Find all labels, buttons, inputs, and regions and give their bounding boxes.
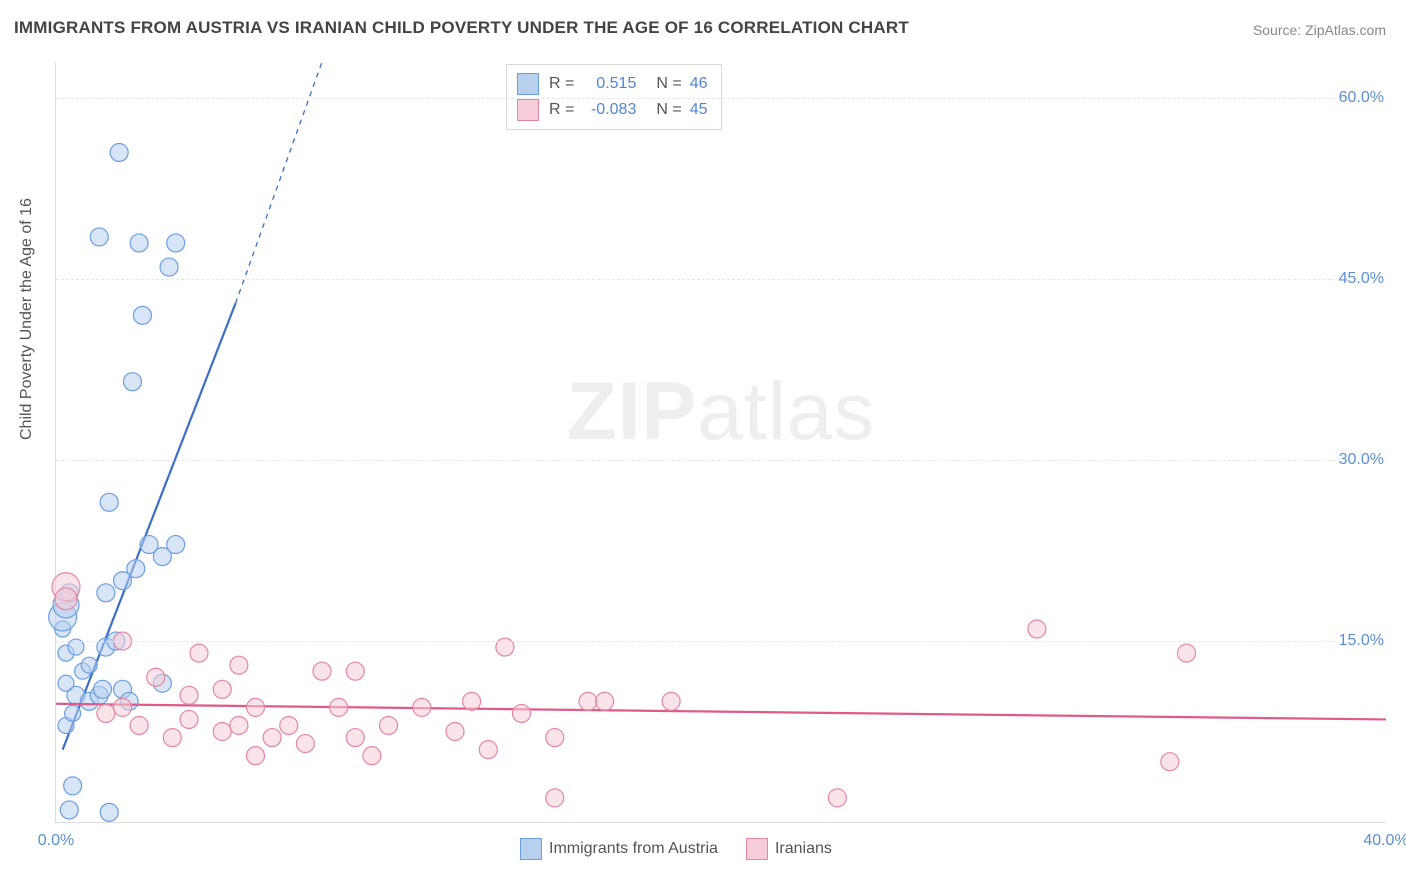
plot-svg xyxy=(56,62,1386,822)
gridline xyxy=(56,460,1386,461)
data-point-series2 xyxy=(346,662,364,680)
series-legend: Immigrants from Austria Iranians xyxy=(520,838,832,860)
data-point-series2 xyxy=(130,716,148,734)
data-point-series2 xyxy=(1178,644,1196,662)
legend-label-2: Iranians xyxy=(775,840,832,858)
data-point-series2 xyxy=(180,686,198,704)
data-point-series2 xyxy=(230,656,248,674)
y-tick-label: 15.0% xyxy=(1335,632,1388,650)
data-point-series2 xyxy=(446,723,464,741)
data-point-series1 xyxy=(167,536,185,554)
data-point-series2 xyxy=(380,716,398,734)
legend-label-1: Immigrants from Austria xyxy=(549,840,718,858)
data-point-series1 xyxy=(90,228,108,246)
data-point-series1 xyxy=(81,657,97,673)
legend-swatch-1 xyxy=(520,838,542,860)
data-point-series1 xyxy=(133,306,151,324)
data-point-series2 xyxy=(213,723,231,741)
y-axis-title: Child Poverty Under the Age of 16 xyxy=(18,198,36,440)
y-tick-label: 45.0% xyxy=(1335,270,1388,288)
data-point-series2 xyxy=(97,704,115,722)
data-point-series2 xyxy=(247,698,265,716)
data-point-series2 xyxy=(247,747,265,765)
data-point-series2 xyxy=(1028,620,1046,638)
data-point-series2 xyxy=(190,644,208,662)
data-point-series2 xyxy=(296,735,314,753)
data-point-series2 xyxy=(413,698,431,716)
data-point-series2 xyxy=(513,704,531,722)
data-point-series2 xyxy=(346,729,364,747)
data-point-series1 xyxy=(100,803,118,821)
data-point-series1 xyxy=(110,143,128,161)
data-point-series2 xyxy=(330,698,348,716)
data-point-series2 xyxy=(479,741,497,759)
data-point-series2 xyxy=(180,710,198,728)
data-point-series2 xyxy=(147,668,165,686)
gridline xyxy=(56,98,1386,99)
data-point-series2 xyxy=(1161,753,1179,771)
data-point-series2 xyxy=(546,789,564,807)
data-point-series1 xyxy=(60,801,78,819)
gridline xyxy=(56,279,1386,280)
legend-swatch-2 xyxy=(746,838,768,860)
data-point-series2 xyxy=(828,789,846,807)
x-tick-label: 0.0% xyxy=(38,832,74,850)
data-point-series2 xyxy=(163,729,181,747)
data-point-series2 xyxy=(662,692,680,710)
legend-item-series1: Immigrants from Austria xyxy=(520,838,718,860)
data-point-series1 xyxy=(123,373,141,391)
y-tick-label: 60.0% xyxy=(1335,89,1388,107)
data-point-series2 xyxy=(213,680,231,698)
data-point-series1 xyxy=(100,493,118,511)
data-point-series2 xyxy=(363,747,381,765)
chart-title: IMMIGRANTS FROM AUSTRIA VS IRANIAN CHILD… xyxy=(14,18,909,38)
data-point-series1 xyxy=(65,705,81,721)
source-name: ZipAtlas.com xyxy=(1305,22,1386,38)
data-point-series1 xyxy=(127,560,145,578)
data-point-series1 xyxy=(94,680,112,698)
data-point-series2 xyxy=(263,729,281,747)
data-point-series2 xyxy=(280,716,298,734)
data-point-series1 xyxy=(167,234,185,252)
x-tick-label: 40.0% xyxy=(1363,832,1406,850)
data-point-series1 xyxy=(130,234,148,252)
data-point-series2 xyxy=(579,692,597,710)
y-tick-label: 30.0% xyxy=(1335,451,1388,469)
data-point-series2 xyxy=(463,692,481,710)
data-point-series1 xyxy=(58,675,74,691)
gridline xyxy=(56,641,1386,642)
data-point-series2 xyxy=(596,692,614,710)
plot-area: ZIPatlas R = 0.515 N = 46 R = -0.083 N =… xyxy=(55,62,1386,823)
data-point-series1 xyxy=(64,777,82,795)
data-point-series1 xyxy=(140,536,158,554)
data-point-series2 xyxy=(230,716,248,734)
data-point-series2 xyxy=(546,729,564,747)
data-point-series1 xyxy=(160,258,178,276)
data-point-series1 xyxy=(97,584,115,602)
source-attribution: Source: ZipAtlas.com xyxy=(1253,22,1386,38)
data-point-series2 xyxy=(114,698,132,716)
legend-item-series2: Iranians xyxy=(746,838,832,860)
data-point-series2 xyxy=(55,588,77,610)
source-prefix: Source: xyxy=(1253,22,1305,38)
data-point-series2 xyxy=(313,662,331,680)
